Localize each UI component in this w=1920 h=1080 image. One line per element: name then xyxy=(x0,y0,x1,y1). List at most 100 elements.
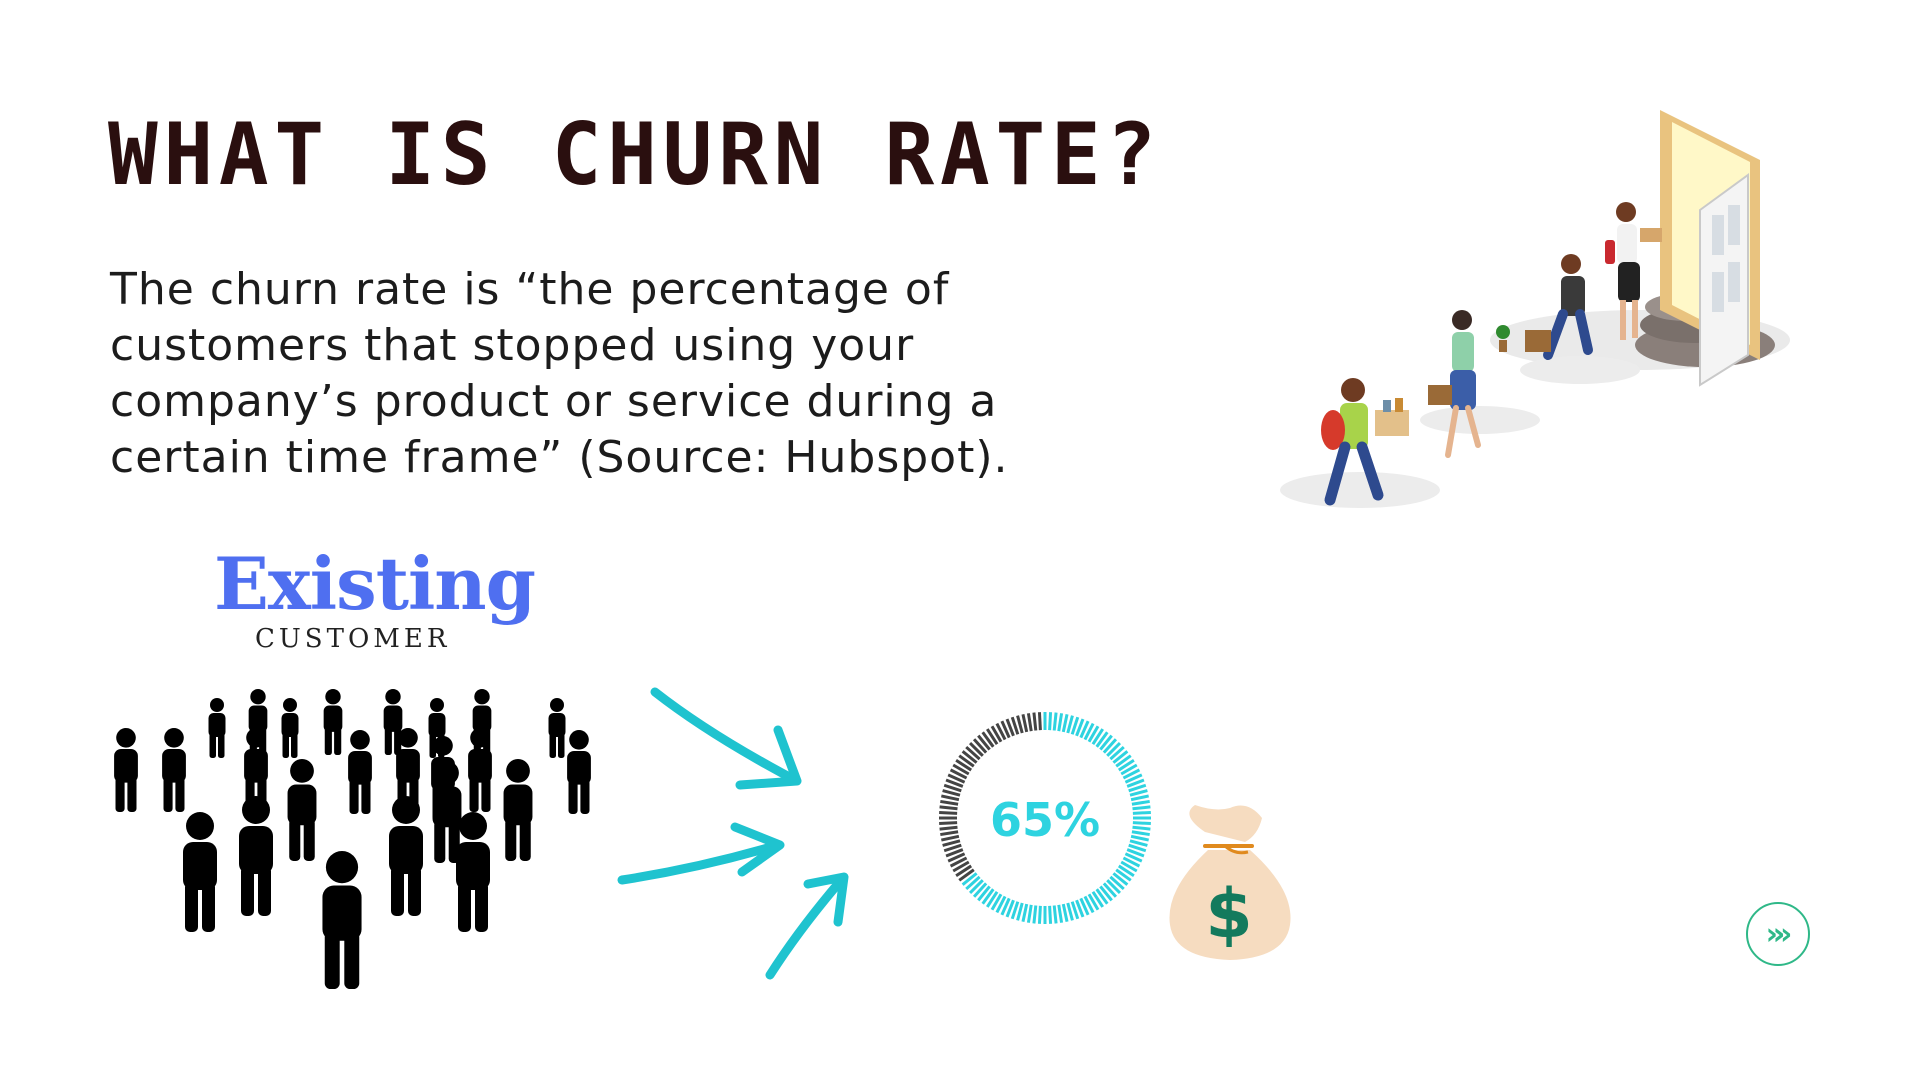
gauge-tick-filled xyxy=(1130,794,1149,802)
gauge-tick-filled xyxy=(1037,905,1042,924)
gauge-tick-filled xyxy=(1106,741,1122,757)
gauge-tick-remaining xyxy=(939,821,958,826)
gauge-tick-filled xyxy=(972,882,988,898)
gauge-tick-remaining xyxy=(949,856,968,868)
gauge-tick-remaining xyxy=(961,750,978,764)
gauge-tick-filled xyxy=(1095,888,1109,905)
description-line: certain time frame” (Source: Hubspot). xyxy=(110,432,1009,483)
gauge-tick-remaining xyxy=(947,773,966,784)
gauge-tick-filled xyxy=(1109,745,1125,761)
gauge-tick-filled xyxy=(1026,904,1033,923)
gauge-tick-filled xyxy=(1021,903,1029,922)
gauge-tick-filled xyxy=(1128,783,1147,793)
dollar-sign: $ xyxy=(1205,875,1252,954)
gauge-tick-filled xyxy=(1075,718,1085,737)
description-line: customers that stopped using your xyxy=(110,320,915,371)
gauge-tick-filled xyxy=(1120,860,1138,873)
gauge-tick-filled xyxy=(1091,890,1104,908)
gauge-tick-remaining xyxy=(958,754,975,768)
gauge-tick-filled xyxy=(1131,799,1150,806)
gauge-tick-filled xyxy=(1016,902,1024,921)
gauge-tick-remaining xyxy=(939,810,958,815)
gauge-tick-remaining xyxy=(965,745,981,761)
description-line: company’s product or service during a xyxy=(110,376,998,427)
gauge-tick-filled xyxy=(1061,903,1069,922)
gauge-tick-filled xyxy=(1099,734,1113,751)
gauge-tick-filled xyxy=(1106,879,1122,895)
gauge-tick-filled xyxy=(1066,715,1074,734)
gauge-tick-filled xyxy=(1048,712,1053,731)
gauge-tick-filled xyxy=(1112,750,1129,764)
gauge-tick-filled xyxy=(1099,885,1113,902)
gauge-tick-filled xyxy=(1115,868,1132,882)
gauge-tick-remaining xyxy=(995,722,1007,741)
gauge-tick-remaining xyxy=(1032,712,1038,731)
gauge-tick-remaining xyxy=(943,843,962,853)
gauge-tick-filled xyxy=(961,872,978,886)
gauge-tick-filled xyxy=(1048,905,1053,924)
gauge-tick-filled xyxy=(965,875,981,891)
gauge-tick-filled xyxy=(1117,864,1135,877)
gauge-tick-filled xyxy=(986,890,999,908)
gauge-tick-filled xyxy=(1122,856,1141,868)
gauge-tick-filled xyxy=(968,879,984,895)
gauge-tick-filled xyxy=(1120,763,1138,776)
gauge-tick-filled xyxy=(1132,825,1151,831)
gauge-tick-remaining xyxy=(1000,720,1011,739)
gauge-tick-remaining xyxy=(941,794,960,802)
description-line: The churn rate is “the percentage of xyxy=(110,264,950,315)
gauge-tick-filled xyxy=(1129,839,1148,847)
gauge-tick-remaining xyxy=(955,759,973,772)
gauge-tick-remaining xyxy=(1005,718,1015,737)
gauge-tick-filled xyxy=(1126,848,1145,858)
slide-title: WHAT IS CHURN RATE? xyxy=(108,105,1162,205)
gauge-tick-filled xyxy=(1070,716,1080,735)
gauge-tick-filled xyxy=(1079,720,1090,739)
gauge-tick-filled xyxy=(995,895,1007,914)
existing-label: Existing xyxy=(214,541,536,626)
gauge-tick-remaining xyxy=(958,868,975,882)
gauge-tick-remaining xyxy=(942,839,961,847)
gauge-tick-remaining xyxy=(943,783,962,793)
gauge-tick-remaining xyxy=(940,830,959,837)
gauge-tick-remaining xyxy=(941,834,960,842)
gauge-tick-filled xyxy=(1052,712,1058,731)
gauge-tick-filled xyxy=(1079,897,1090,916)
gauge-tick-filled xyxy=(1057,713,1064,732)
next-slide-button[interactable]: »» xyxy=(1746,902,1810,966)
gauge-tick-remaining xyxy=(949,768,968,780)
gauge-tick-filled xyxy=(1132,821,1151,826)
gauge-tick-filled xyxy=(1087,725,1100,743)
gauge-tick-filled xyxy=(1083,722,1095,741)
gauge-tick-remaining xyxy=(1037,712,1042,731)
gauge-tick-filled xyxy=(1126,778,1145,788)
gauge-tick-remaining xyxy=(945,848,964,858)
gauge-tick-remaining xyxy=(986,728,999,746)
gauge-tick-filled xyxy=(1032,905,1038,924)
gauge-tick-remaining xyxy=(1021,714,1029,733)
gauge-tick-filled xyxy=(977,885,991,902)
gauge-tick-remaining xyxy=(981,731,995,748)
gauge-tick-filled xyxy=(1132,810,1151,815)
gauge-tick-filled xyxy=(1102,882,1118,898)
gauge-tick-remaining xyxy=(968,741,984,757)
gauge-tick-filled xyxy=(1075,899,1085,918)
gauge-tick-remaining xyxy=(952,763,970,776)
double-chevron-right-icon: »» xyxy=(1765,916,1793,952)
gauge-tick-remaining xyxy=(955,864,973,877)
gauge-tick-filled xyxy=(1117,759,1135,772)
gauge-tick-filled xyxy=(1000,897,1011,916)
gauge-tick-filled xyxy=(1095,731,1109,748)
gauge-tick-filled xyxy=(981,888,995,905)
gauge-tick-filled xyxy=(990,893,1003,911)
gauge-tick-filled xyxy=(1128,843,1147,853)
gauge-tick-filled xyxy=(1132,805,1151,811)
gauge-tick-filled xyxy=(1010,901,1020,920)
gauge-tick-filled xyxy=(1061,714,1069,733)
gauge-tick-filled xyxy=(1122,768,1141,780)
gauge-tick-filled xyxy=(1087,893,1100,911)
gauge-percentage: 65% xyxy=(989,793,1101,847)
